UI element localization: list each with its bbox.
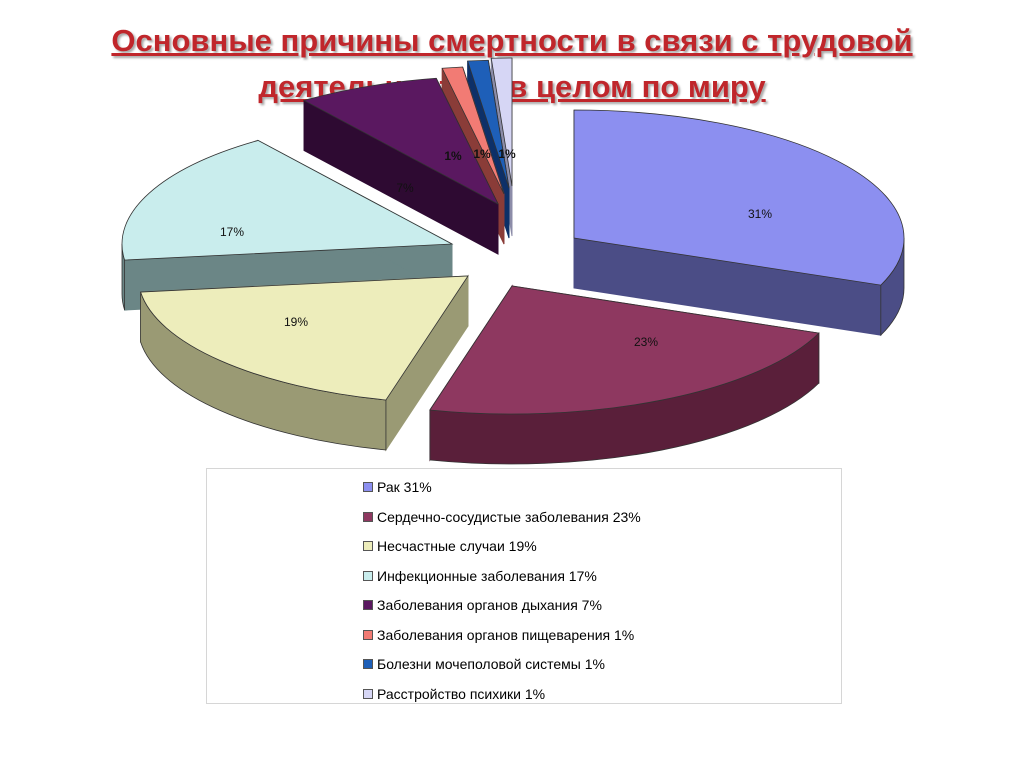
data-label: 7% (396, 181, 414, 195)
slice-top (429, 285, 820, 415)
legend-item: Рак 31% (363, 477, 432, 497)
legend-swatch (363, 629, 373, 640)
pie-slice (429, 284, 820, 465)
legend-label: Несчастные случаи 19% (377, 538, 537, 554)
legend-swatch (363, 511, 373, 522)
data-label: 31% (748, 207, 772, 221)
chart-legend: Рак 31% Сердечно-сосудистые заболевания 2… (206, 468, 842, 704)
data-label: 1% (444, 149, 462, 163)
title-line-1: Основные причины смертности в связи с тр… (111, 23, 913, 58)
legend-item: Заболевания органов пищеварения 1% (363, 625, 634, 645)
legend-swatch (363, 541, 373, 551)
legend-swatch (363, 688, 373, 699)
legend-label: Болезни мочеполовой системы 1% (377, 656, 605, 672)
slice-top (140, 275, 469, 401)
legend-label: Заболевания органов дыхания 7% (377, 597, 602, 613)
data-label: 19% (284, 315, 308, 329)
legend-item: Расстройство психики 1% (363, 684, 545, 704)
legend-label: Расстройство психики 1% (377, 685, 546, 702)
data-label: 1% (498, 147, 516, 161)
slice-top (490, 57, 513, 187)
data-label: 17% (220, 225, 244, 239)
legend-item: Сердечно-сосудистые заболевания 23% (363, 507, 641, 527)
legend-label: Сердечно-сосудистые заболевания 23% (377, 508, 641, 525)
pie-slice (302, 77, 499, 255)
data-label: 23% (634, 335, 658, 349)
legend-swatch (363, 482, 373, 492)
legend-label: Заболевания органов пищеварения 1% (377, 626, 635, 643)
slice-top (467, 59, 510, 189)
legend-item: Несчастные случаи 19% (363, 536, 537, 556)
slice-top (121, 140, 454, 261)
data-label: 1% (473, 147, 491, 161)
legend-item: Заболевания органов дыхания 7% (363, 595, 602, 615)
slice-top (302, 77, 499, 205)
slice-top (441, 66, 505, 195)
legend-label: Рак 31% (377, 479, 432, 495)
pie-slice (573, 109, 905, 337)
legend-swatch (363, 600, 373, 610)
legend-swatch (363, 659, 373, 669)
pie-slice (140, 274, 469, 452)
slice-top (573, 109, 905, 286)
legend-swatch (363, 570, 373, 581)
legend-item: Болезни мочеполовой системы 1% (363, 654, 605, 674)
legend-label: Инфекционные заболевания 17% (377, 567, 597, 584)
legend-item: Инфекционные заболевания 17% (363, 566, 597, 586)
